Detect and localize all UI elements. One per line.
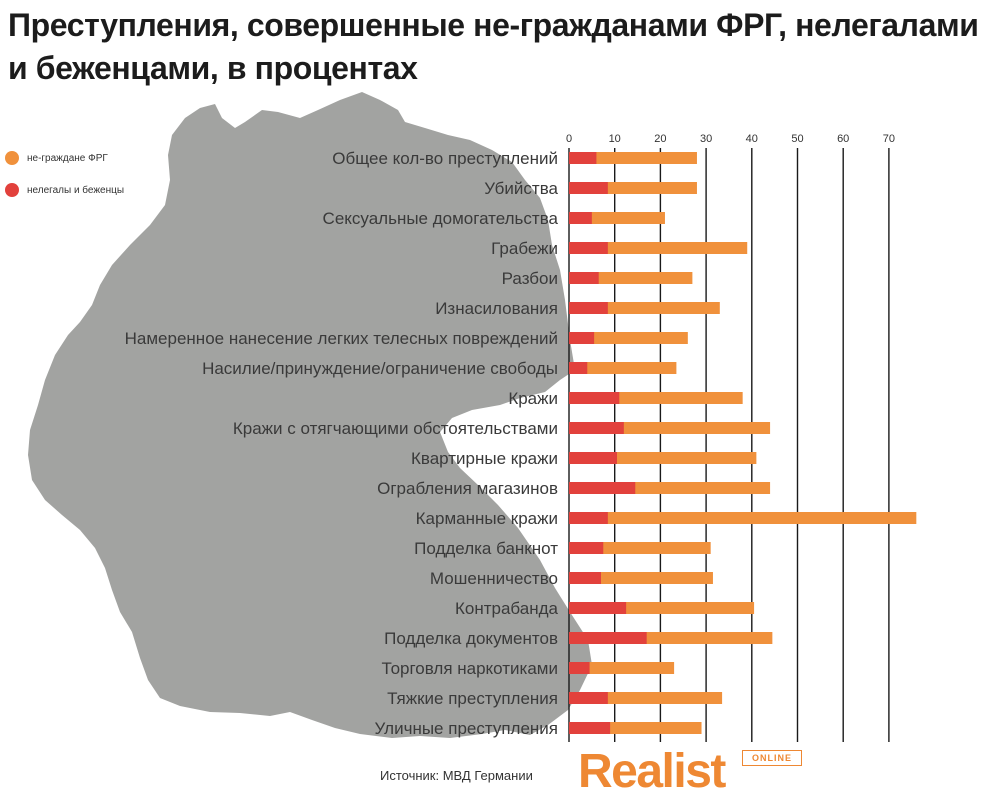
category-label: Квартирные кражи <box>411 449 558 468</box>
bar-illegals-refugees <box>569 572 601 584</box>
bar-non-citizens <box>569 242 748 254</box>
bar-non-citizens <box>569 512 917 524</box>
bar-illegals-refugees <box>569 632 647 644</box>
bar-non-citizens <box>569 362 677 374</box>
category-label: Карманные кражи <box>416 509 558 528</box>
category-label: Подделка банкнот <box>414 539 558 558</box>
bar-illegals-refugees <box>569 392 620 404</box>
legend: не-граждане ФРГ нелегалы и беженцы <box>5 150 124 214</box>
category-label: Кражи <box>508 389 558 408</box>
bar-illegals-refugees <box>569 692 608 704</box>
bar-non-citizens <box>569 332 688 344</box>
x-tick-label-50: 50 <box>791 133 803 145</box>
x-tick-label-60: 60 <box>837 133 849 145</box>
category-label: Убийства <box>484 179 558 198</box>
bar-illegals-refugees <box>569 362 588 374</box>
online-badge: ONLINE <box>742 750 802 766</box>
bar-illegals-refugees <box>569 212 592 224</box>
category-label: Грабежи <box>491 239 558 258</box>
category-label: Торговля наркотиками <box>382 659 558 678</box>
category-label: Подделка документов <box>384 629 558 648</box>
bar-illegals-refugees <box>569 242 608 254</box>
category-label: Ограбления магазинов <box>377 479 558 498</box>
bar-illegals-refugees <box>569 422 624 434</box>
category-label: Сексуальные домогательства <box>323 209 559 228</box>
legend-swatch-illegals-refugees <box>5 183 19 197</box>
bar-illegals-refugees <box>569 332 595 344</box>
category-label: Кражи с отягчающими обстоятельствами <box>233 419 558 438</box>
bar-illegals-refugees <box>569 182 608 194</box>
legend-swatch-non-citizens <box>5 151 19 165</box>
x-tick-label-40: 40 <box>746 133 758 145</box>
bar-illegals-refugees <box>569 152 597 164</box>
bar-illegals-refugees <box>569 662 590 674</box>
x-tick-label-70: 70 <box>883 133 895 145</box>
legend-label-illegals-refugees: нелегалы и беженцы <box>27 184 125 196</box>
bar-non-citizens <box>569 272 693 284</box>
chart-title: Преступления, совершенные не-гражданами … <box>8 7 979 86</box>
source-note: Источник: МВД Германии <box>380 768 533 783</box>
bar-non-citizens <box>569 662 675 674</box>
legend-label-non-citizens: не-граждане ФРГ <box>27 152 108 164</box>
bar-illegals-refugees <box>569 482 636 494</box>
bar-illegals-refugees <box>569 512 608 524</box>
x-tick-label-20: 20 <box>654 133 666 145</box>
bar-illegals-refugees <box>569 542 604 554</box>
bar-illegals-refugees <box>569 302 608 314</box>
category-label: Тяжкие преступления <box>387 689 558 708</box>
category-label: Мошенничество <box>430 569 558 588</box>
bar-illegals-refugees <box>569 602 627 614</box>
category-label: Изнасилования <box>435 299 558 318</box>
x-tick-label-0: 0 <box>566 133 572 145</box>
bar-non-citizens <box>569 152 697 164</box>
legend-item-illegals-refugees: нелегалы и беженцы <box>5 182 124 198</box>
category-label: Уличные преступления <box>375 719 558 738</box>
bar-illegals-refugees <box>569 452 617 464</box>
bar-non-citizens <box>569 212 665 224</box>
realist-logo: Realist <box>578 745 726 798</box>
category-label: Контрабанда <box>455 599 559 618</box>
legend-item-non-citizens: не-граждане ФРГ <box>5 150 124 166</box>
bar-illegals-refugees <box>569 722 611 734</box>
category-label: Насилие/принуждение/ограничение свободы <box>202 359 558 378</box>
bar-non-citizens <box>569 542 711 554</box>
bar-non-citizens <box>569 572 713 584</box>
category-label: Намеренное нанесение легких телесных пов… <box>125 329 558 348</box>
x-tick-label-30: 30 <box>700 133 712 145</box>
bar-illegals-refugees <box>569 272 599 284</box>
category-label: Разбои <box>502 269 558 288</box>
x-tick-label-10: 10 <box>609 133 621 145</box>
category-label: Общее кол-во преступлений <box>332 149 558 168</box>
